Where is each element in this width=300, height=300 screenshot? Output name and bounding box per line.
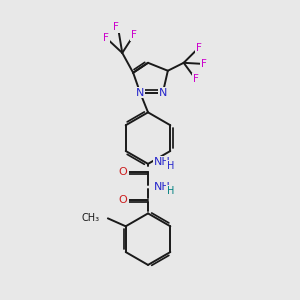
Text: O: O xyxy=(119,194,128,205)
Text: F: F xyxy=(103,33,109,43)
Text: F: F xyxy=(103,33,109,43)
Text: F: F xyxy=(201,59,206,69)
Text: F: F xyxy=(201,59,206,69)
Text: F: F xyxy=(131,30,137,40)
Text: H: H xyxy=(167,161,175,171)
Text: H: H xyxy=(167,186,175,196)
Text: F: F xyxy=(193,74,199,84)
Text: N: N xyxy=(159,88,167,98)
Text: N: N xyxy=(136,88,144,98)
Text: N: N xyxy=(159,88,167,98)
Text: CH₃: CH₃ xyxy=(82,213,100,224)
Text: N: N xyxy=(136,88,144,98)
Text: F: F xyxy=(193,74,199,84)
Text: O: O xyxy=(119,167,128,177)
Text: NH: NH xyxy=(154,182,170,192)
Text: F: F xyxy=(113,22,119,32)
Text: F: F xyxy=(131,30,137,40)
Text: F: F xyxy=(196,43,202,53)
Text: F: F xyxy=(196,43,202,53)
Text: F: F xyxy=(113,22,119,32)
Text: NH: NH xyxy=(154,157,170,167)
